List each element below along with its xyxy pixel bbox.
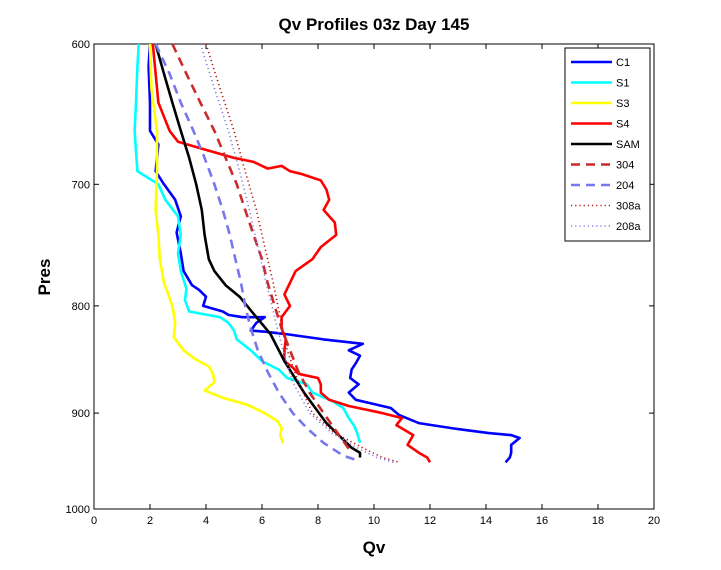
y-tick-label: 800 — [72, 301, 90, 313]
x-axis: 0 2 4 6 8 10 12 14 16 18 20 — [91, 44, 660, 527]
y-tick-label: 900 — [72, 408, 90, 420]
x-axis-label: Qv — [363, 538, 386, 557]
x-tick-label: 0 — [91, 515, 97, 527]
series-line-208a — [199, 43, 394, 464]
x-tick-label: 14 — [480, 515, 492, 527]
legend-label-S1: S1 — [616, 78, 629, 90]
y-axis-label: Pres — [35, 259, 54, 296]
legend-label-204: 204 — [616, 180, 634, 192]
series-line-S4 — [151, 43, 432, 463]
y-axis: 600 700 800 900 1000 — [66, 39, 654, 516]
y-tick-label: 700 — [72, 179, 90, 191]
legend-label-208a: 208a — [616, 221, 641, 233]
legend-label-S3: S3 — [616, 98, 629, 110]
series-line-S3 — [148, 43, 285, 444]
series-line-SAM — [154, 43, 362, 458]
x-tick-label: 20 — [648, 515, 660, 527]
x-tick-label: 12 — [424, 515, 436, 527]
x-tick-label: 10 — [368, 515, 380, 527]
x-tick-label: 18 — [592, 515, 604, 527]
x-tick-label: 6 — [259, 515, 265, 527]
series-layer — [133, 43, 521, 464]
x-tick-label: 2 — [147, 515, 153, 527]
legend-label-308a: 308a — [616, 201, 641, 213]
series-line-C1 — [147, 43, 521, 464]
x-tick-label: 8 — [315, 515, 321, 527]
x-tick-label: 4 — [203, 515, 209, 527]
legend-label-S4: S4 — [616, 119, 629, 131]
series-line-304 — [171, 43, 353, 454]
y-tick-label: 1000 — [66, 504, 90, 516]
legend-label-SAM: SAM — [616, 139, 640, 151]
legend: C1 S1 S3 S4 SAM 304 204 308a 208a — [564, 47, 651, 242]
legend-label-C1: C1 — [616, 57, 630, 69]
series-line-308a — [205, 43, 400, 464]
series-line-204 — [154, 43, 358, 462]
plot-area: 0 2 4 6 8 10 12 14 16 18 20 600 700 800 900 1000 — [66, 39, 661, 527]
legend-label-304: 304 — [616, 160, 634, 172]
y-tick-label: 600 — [72, 39, 90, 51]
chart-title: Qv Profiles 03z Day 145 — [279, 15, 470, 34]
x-tick-label: 16 — [536, 515, 548, 527]
